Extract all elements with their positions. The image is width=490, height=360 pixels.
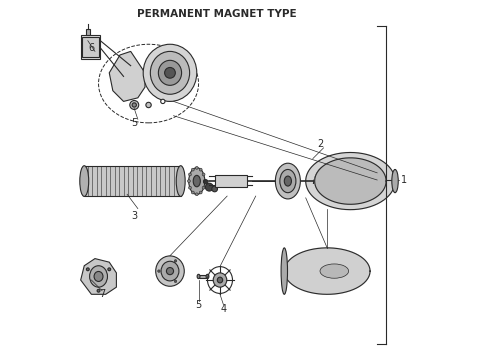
Polygon shape bbox=[306, 153, 395, 210]
Ellipse shape bbox=[275, 163, 300, 199]
Ellipse shape bbox=[188, 180, 190, 183]
Ellipse shape bbox=[203, 180, 206, 183]
Text: 5: 5 bbox=[196, 300, 202, 310]
Ellipse shape bbox=[199, 191, 202, 194]
Text: PERMANENT MAGNET TYPE: PERMANENT MAGNET TYPE bbox=[137, 9, 296, 19]
Bar bbox=[86, 29, 90, 35]
Ellipse shape bbox=[167, 267, 173, 275]
Ellipse shape bbox=[174, 280, 177, 283]
Bar bbox=[198, 275, 207, 278]
Ellipse shape bbox=[192, 191, 194, 194]
Ellipse shape bbox=[196, 166, 198, 169]
Ellipse shape bbox=[320, 264, 348, 278]
Ellipse shape bbox=[199, 168, 202, 171]
Ellipse shape bbox=[280, 170, 296, 193]
Polygon shape bbox=[315, 158, 386, 204]
Polygon shape bbox=[109, 51, 145, 102]
Text: 6: 6 bbox=[88, 43, 95, 53]
Ellipse shape bbox=[202, 186, 205, 189]
Ellipse shape bbox=[174, 260, 177, 262]
Ellipse shape bbox=[165, 67, 175, 78]
Text: 5: 5 bbox=[131, 118, 137, 128]
Ellipse shape bbox=[132, 103, 136, 107]
Ellipse shape bbox=[108, 268, 111, 271]
Ellipse shape bbox=[94, 271, 103, 282]
Polygon shape bbox=[81, 258, 117, 294]
Ellipse shape bbox=[196, 193, 198, 196]
Ellipse shape bbox=[80, 166, 89, 197]
Ellipse shape bbox=[176, 166, 185, 197]
Text: 1: 1 bbox=[401, 175, 407, 185]
Ellipse shape bbox=[161, 99, 165, 104]
Ellipse shape bbox=[90, 266, 107, 287]
Ellipse shape bbox=[86, 268, 89, 271]
Ellipse shape bbox=[97, 289, 100, 292]
Ellipse shape bbox=[193, 175, 200, 187]
Bar bbox=[81, 35, 100, 59]
Ellipse shape bbox=[202, 173, 205, 176]
Text: 4: 4 bbox=[220, 303, 227, 314]
Ellipse shape bbox=[284, 176, 292, 186]
Ellipse shape bbox=[392, 170, 398, 193]
Ellipse shape bbox=[130, 100, 139, 109]
Ellipse shape bbox=[205, 183, 213, 191]
Ellipse shape bbox=[161, 261, 179, 281]
Ellipse shape bbox=[156, 256, 184, 286]
Text: 2: 2 bbox=[317, 139, 323, 149]
Ellipse shape bbox=[218, 277, 222, 283]
Ellipse shape bbox=[206, 274, 209, 279]
Bar bbox=[82, 37, 98, 57]
Ellipse shape bbox=[281, 248, 288, 294]
Ellipse shape bbox=[150, 51, 190, 94]
Ellipse shape bbox=[212, 186, 218, 192]
Ellipse shape bbox=[158, 270, 160, 273]
Text: 7: 7 bbox=[99, 289, 105, 299]
Ellipse shape bbox=[192, 168, 194, 171]
Ellipse shape bbox=[213, 273, 227, 287]
Ellipse shape bbox=[197, 274, 200, 279]
Ellipse shape bbox=[146, 102, 151, 108]
Bar bbox=[215, 175, 247, 187]
Text: 3: 3 bbox=[131, 211, 137, 221]
Ellipse shape bbox=[143, 44, 197, 102]
Ellipse shape bbox=[189, 173, 192, 176]
Bar bbox=[84, 166, 181, 196]
Ellipse shape bbox=[203, 180, 208, 184]
Ellipse shape bbox=[189, 168, 205, 194]
Polygon shape bbox=[284, 248, 370, 294]
Ellipse shape bbox=[189, 186, 192, 189]
Ellipse shape bbox=[158, 60, 182, 85]
